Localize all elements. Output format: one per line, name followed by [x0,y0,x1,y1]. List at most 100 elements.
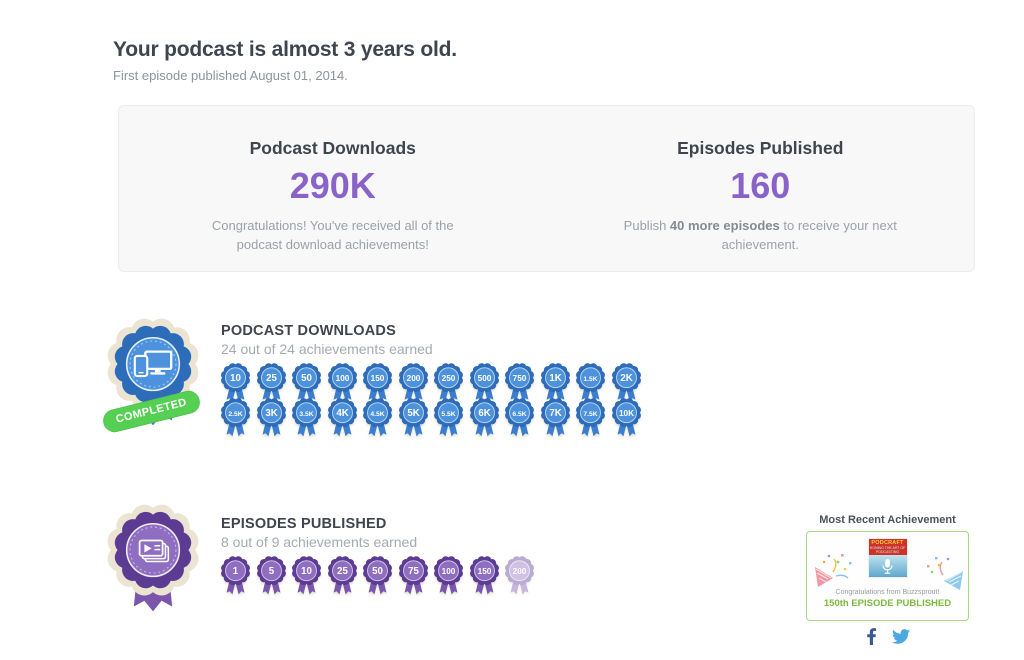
stat-episodes-value: 160 [730,165,791,206]
episodes-badge-icon [107,504,199,623]
downloads-section-title: PODCAST DOWNLOADS [221,323,396,339]
svg-text:25: 25 [337,566,348,577]
achievement-badge-3K[interactable]: 3K [256,398,287,437]
artwork-subtitle: HONING THE ART OF PODCASTING [869,546,906,554]
svg-text:500: 500 [477,374,491,383]
svg-text:2.5K: 2.5K [228,411,242,418]
stat-episodes-desc-bold: 40 more episodes [669,218,780,233]
svg-text:200: 200 [513,567,527,576]
achievement-badge-250[interactable]: 250 [433,363,464,402]
downloads-big-badge: COMPLETED [100,318,203,438]
svg-text:10: 10 [230,373,241,384]
achievement-badge-10[interactable]: 10 [291,556,322,595]
recent-congrats-text: Congratulations from Buzzsprout! [835,589,940,596]
achievement-badge-6K[interactable]: 6K [469,398,500,437]
achievement-badge-150[interactable]: 150 [469,556,500,595]
achievement-badge-5K[interactable]: 5K [398,398,429,437]
achievement-badge-100[interactable]: 100 [433,556,464,595]
stat-downloads: Podcast Downloads 290K Congratulations! … [119,106,547,271]
page-subtitle: First episode published August 01, 2014. [113,68,348,83]
svg-text:1: 1 [233,566,239,577]
achievement-badge-50[interactable]: 50 [291,363,322,402]
stat-episodes-label: Episodes Published [677,138,844,158]
svg-text:750: 750 [513,374,527,383]
svg-text:7K: 7K [549,408,561,419]
achievement-badge-5.5K[interactable]: 5.5K [433,398,464,437]
episodes-section-title: EPISODES PUBLISHED [221,516,387,532]
svg-text:75: 75 [408,566,419,577]
stat-episodes-desc-pre: Publish [623,218,670,233]
episodes-big-badge [107,504,199,624]
twitter-icon [892,629,910,644]
achievement-badge-200[interactable]: 200 [504,556,535,595]
achievement-badge-4K[interactable]: 4K [327,398,358,437]
svg-text:2K: 2K [620,373,632,384]
achievement-badge-200[interactable]: 200 [398,363,429,402]
achievement-badge-500[interactable]: 500 [469,363,500,402]
confetti-popper-left-icon [814,544,856,593]
svg-text:7.5K: 7.5K [583,411,597,418]
artwork-image [868,555,907,577]
achievement-badge-5[interactable]: 5 [256,556,287,595]
achievement-badge-75[interactable]: 75 [398,556,429,595]
stat-downloads-label: Podcast Downloads [249,138,416,158]
achievement-badge-7.5K[interactable]: 7.5K [575,398,606,437]
achievement-badge-50[interactable]: 50 [362,556,393,595]
svg-text:3K: 3K [265,408,277,419]
achievement-badge-25[interactable]: 25 [327,556,358,595]
stat-episodes-desc-post: to receive your next achievement. [721,218,897,252]
achievement-badge-1[interactable]: 1 [220,556,251,595]
svg-text:150: 150 [477,567,491,576]
achievement-badge-750[interactable]: 750 [504,363,535,402]
svg-text:25: 25 [266,373,277,384]
svg-text:50: 50 [301,373,312,384]
achievement-badge-1K[interactable]: 1K [540,363,571,402]
svg-text:1.5K: 1.5K [583,376,597,383]
page-title: Your podcast is almost 3 years old. [113,38,457,61]
stats-box: Podcast Downloads 290K Congratulations! … [118,105,975,272]
achievement-badge-2K[interactable]: 2K [611,363,642,402]
stat-downloads-description: Congratulations! You've received all of … [211,218,454,252]
svg-text:200: 200 [406,374,420,383]
stat-episodes: Episodes Published 160 Publish 40 more e… [547,106,975,271]
achievement-badge-150[interactable]: 150 [362,363,393,402]
episodes-progress: 8 out of 9 achievements earned [221,534,418,550]
achievement-badge-2.5K[interactable]: 2.5K [220,398,251,437]
svg-text:10K: 10K [618,409,633,418]
achievement-badge-10K[interactable]: 10K [611,398,642,437]
svg-text:150: 150 [371,374,385,383]
achievement-badge-1.5K[interactable]: 1.5K [575,363,606,402]
downloads-badges: 10 25 50 100 150 200 250 [220,363,652,437]
svg-text:100: 100 [442,567,456,576]
svg-text:5.5K: 5.5K [441,411,455,418]
svg-text:4.5K: 4.5K [370,411,384,418]
svg-text:1K: 1K [549,373,561,384]
most-recent-achievement-card: PODCRAFT HONING THE ART OF PODCASTING [806,531,969,621]
artwork-header: PODCRAFT HONING THE ART OF PODCASTING [868,539,907,555]
svg-text:50: 50 [372,566,383,577]
stat-episodes-description: Publish 40 more episodes to receive your… [610,217,910,255]
achievement-badge-3.5K[interactable]: 3.5K [291,398,322,437]
twitter-share-button[interactable] [892,629,910,644]
achievement-badge-6.5K[interactable]: 6.5K [504,398,535,437]
stat-downloads-value: 290K [289,165,376,206]
confetti-popper-right-icon [923,549,963,596]
achievement-badge-10[interactable]: 10 [220,363,251,402]
svg-text:3.5K: 3.5K [299,411,313,418]
microphone-icon [882,558,893,574]
artwork-title: PODCRAFT [871,540,904,546]
facebook-share-button[interactable] [865,628,878,645]
episodes-badges: 1 5 10 25 50 75 100 [220,556,652,595]
downloads-progress: 24 out of 24 achievements earned [221,341,433,357]
recent-achievement-text: 150th EPISODE PUBLISHED [823,598,952,609]
svg-text:6K: 6K [478,408,490,419]
svg-text:10: 10 [301,566,312,577]
svg-text:100: 100 [335,374,349,383]
achievement-badge-100[interactable]: 100 [327,363,358,402]
achievement-badge-4.5K[interactable]: 4.5K [362,398,393,437]
achievement-badge-25[interactable]: 25 [256,363,287,402]
svg-text:5K: 5K [407,408,419,419]
svg-text:250: 250 [442,374,456,383]
achievement-badge-7K[interactable]: 7K [540,398,571,437]
